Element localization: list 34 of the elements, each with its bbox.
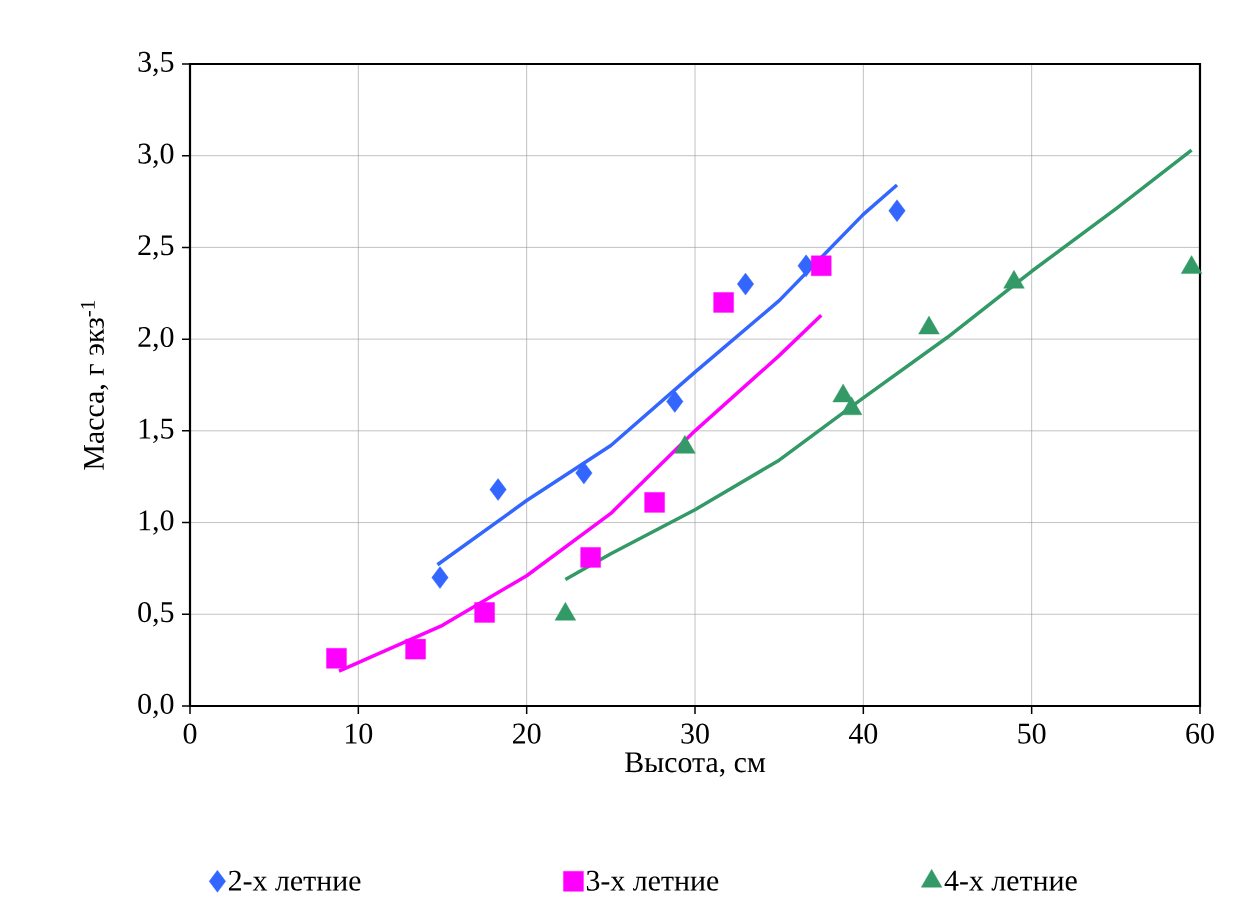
- y-tick-label: 1,5: [139, 418, 174, 443]
- y-tick-label: 3,5: [138, 51, 174, 77]
- legend-label: 2-х летние: [228, 870, 361, 891]
- x-tick-label: 0: [183, 723, 197, 744]
- legend-label: 3-х летние: [586, 870, 719, 891]
- point: [575, 461, 593, 485]
- x-tick-label: 20: [513, 723, 541, 744]
- line-series: [563, 148, 1194, 582]
- point: [431, 566, 449, 589]
- point: [644, 492, 665, 513]
- x-axis-title: Высота, см: [625, 752, 766, 777]
- y-tick-label: 3,0: [138, 143, 174, 168]
- x-tick-label: 10: [346, 723, 373, 744]
- x-tick-label: 60: [1186, 723, 1214, 744]
- y-axis-title: Масса, г экз$^{-1}$: [80, 301, 109, 470]
- point: [713, 292, 734, 313]
- point: [811, 255, 832, 276]
- legend-label: 4-х летние: [944, 870, 1077, 891]
- point: [580, 547, 601, 568]
- y-tick-label: 2,0: [138, 326, 174, 352]
- point: [474, 602, 495, 623]
- y-tick-label: 1,0: [139, 510, 174, 535]
- point: [888, 199, 906, 222]
- point: [489, 478, 507, 501]
- y-tick-label: 0,0: [138, 693, 174, 719]
- y-tick-label: 0,5: [138, 602, 174, 627]
- point: [737, 272, 754, 296]
- point: [405, 638, 426, 660]
- point: [326, 648, 347, 669]
- x-tick-label: 40: [848, 723, 878, 744]
- point: [666, 390, 684, 413]
- y-tick-label: 2,5: [138, 235, 174, 260]
- x-tick-label: 30: [681, 723, 709, 744]
- x-tick-label: 50: [1018, 723, 1046, 744]
